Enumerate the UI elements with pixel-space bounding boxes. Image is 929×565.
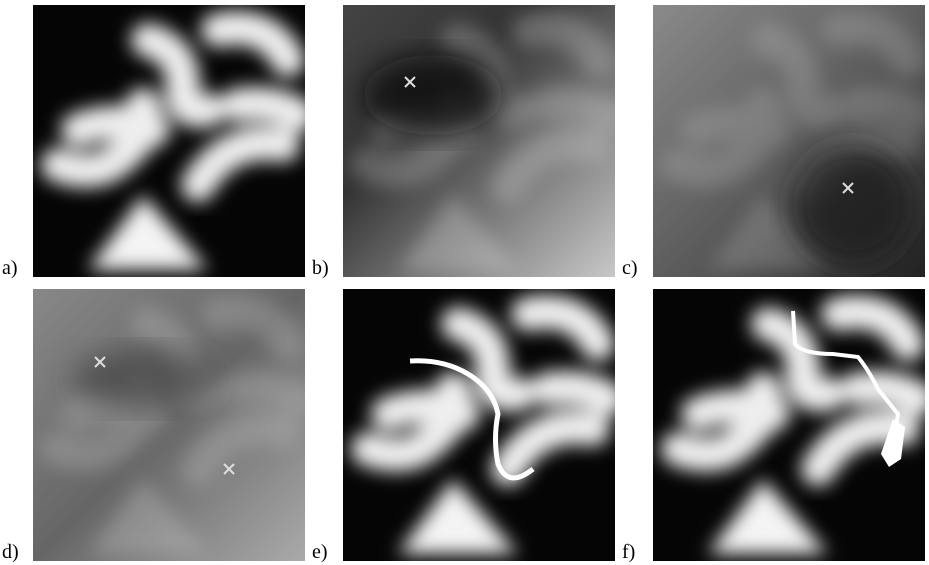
panel-image (653, 5, 925, 277)
panel-image (653, 289, 925, 561)
panel-label: c) (622, 257, 638, 279)
panel-label: b) (312, 257, 329, 279)
panel-label: f) (622, 541, 635, 563)
panel-image (343, 5, 615, 277)
panel-image (343, 289, 615, 561)
panel-image (33, 289, 305, 561)
figure: a) b) c) d) e) f) (0, 0, 929, 565)
panel-label: d) (2, 541, 19, 563)
panel-label: e) (312, 541, 328, 563)
panel-label: a) (2, 257, 18, 279)
panel-image (33, 5, 305, 277)
